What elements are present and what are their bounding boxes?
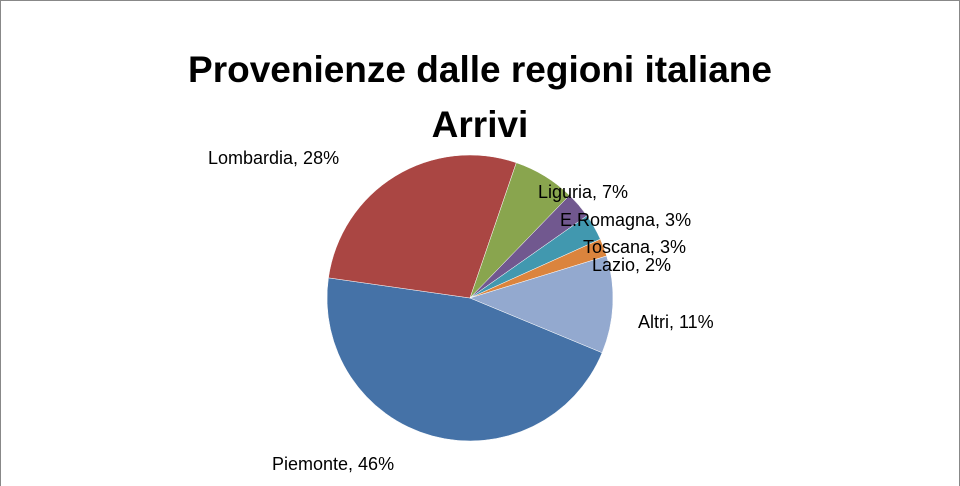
- pie-slice: [328, 154, 517, 299]
- data-label: E.Romagna, 3%: [560, 210, 691, 230]
- chart-title: Arrivi: [432, 104, 529, 145]
- chart-title: Provenienze dalle regioni italiane: [188, 49, 772, 90]
- data-label: Piemonte, 46%: [272, 454, 394, 474]
- pie-slice: [326, 277, 603, 442]
- data-label: Altri, 11%: [638, 312, 714, 332]
- data-label: Lazio, 2%: [592, 255, 671, 275]
- data-label: Liguria, 7%: [538, 182, 628, 202]
- data-label: Toscana, 3%: [583, 237, 686, 257]
- pie-slice: [469, 255, 614, 354]
- data-label: Lombardia, 28%: [208, 148, 339, 168]
